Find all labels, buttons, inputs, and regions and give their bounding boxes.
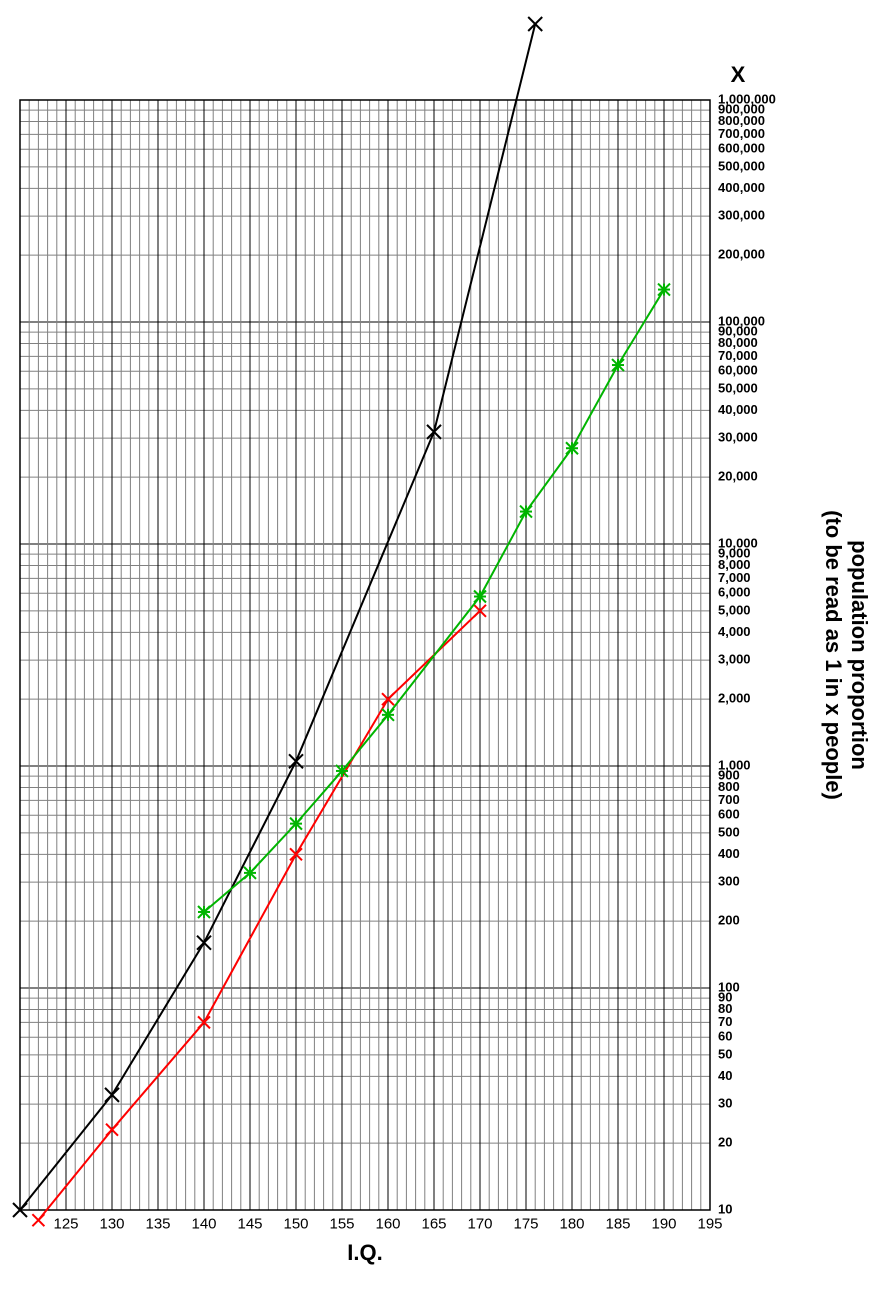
xtick-label: 145 [237, 1215, 262, 1232]
ytick-label: 40 [718, 1068, 732, 1083]
ytick-label: 600 [718, 807, 740, 822]
ytick-label: 300,000 [718, 208, 765, 223]
ytick-label: 1,000 [718, 757, 751, 772]
ytick-label: 30 [718, 1096, 732, 1111]
ytick-label: 100,000 [718, 313, 765, 328]
ytick-label: 1,000,000 [718, 91, 776, 106]
ytick-label: 5,000 [718, 602, 751, 617]
ytick-label: 400 [718, 846, 740, 861]
ytick-label: 60 [718, 1029, 732, 1044]
ytick-label: 10,000 [718, 535, 758, 550]
ytick-label: 200,000 [718, 247, 765, 262]
ytick-label: 10 [718, 1201, 732, 1216]
xtick-label: 180 [559, 1215, 584, 1232]
xtick-label: 165 [421, 1215, 446, 1232]
ytick-label: 500 [718, 824, 740, 839]
xtick-label: 170 [467, 1215, 492, 1232]
xtick-label: 150 [283, 1215, 308, 1232]
ytick-label: 70 [718, 1014, 732, 1029]
ytick-label: 200 [718, 913, 740, 928]
ytick-label: 600,000 [718, 141, 765, 156]
x-axis-title: I.Q. [347, 1240, 382, 1265]
ytick-label: 7,000 [718, 570, 751, 585]
xtick-label: 140 [191, 1215, 216, 1232]
chart-container: 1020304050607080901002003004005006007008… [0, 0, 884, 1290]
ytick-label: 3,000 [718, 652, 751, 667]
xtick-label: 155 [329, 1215, 354, 1232]
xtick-label: 195 [697, 1215, 722, 1232]
ytick-label: 2,000 [718, 691, 751, 706]
ytick-label: 700,000 [718, 126, 765, 141]
ytick-label: 40,000 [718, 402, 758, 417]
ytick-label: 100 [718, 979, 740, 994]
ytick-label: 4,000 [718, 624, 751, 639]
ytick-label: 300 [718, 874, 740, 889]
ytick-label: 50 [718, 1046, 732, 1061]
xtick-label: 125 [53, 1215, 78, 1232]
svg-text:(to be read as 1 in x people): (to be read as 1 in x people) [821, 510, 846, 800]
ytick-label: 6,000 [718, 585, 751, 600]
svg-text:population proportion: population proportion [847, 540, 872, 770]
chart-svg: 1020304050607080901002003004005006007008… [0, 0, 884, 1290]
ytick-label: 30,000 [718, 430, 758, 445]
ytick-label: 20 [718, 1135, 732, 1150]
ytick-label: 50,000 [718, 380, 758, 395]
ytick-label: 700 [718, 792, 740, 807]
xtick-label: 130 [99, 1215, 124, 1232]
ytick-label: 20,000 [718, 469, 758, 484]
xtick-label: 175 [513, 1215, 538, 1232]
xtick-label: 185 [605, 1215, 630, 1232]
y-axis-title: population proportion(to be read as 1 in… [821, 510, 872, 800]
ytick-label: 500,000 [718, 158, 765, 173]
ytick-label: 70,000 [718, 348, 758, 363]
xtick-label: 135 [145, 1215, 170, 1232]
ytick-label: 60,000 [718, 363, 758, 378]
y-top-label: X [731, 62, 746, 87]
xtick-label: 160 [375, 1215, 400, 1232]
xtick-label: 190 [651, 1215, 676, 1232]
ytick-label: 400,000 [718, 180, 765, 195]
